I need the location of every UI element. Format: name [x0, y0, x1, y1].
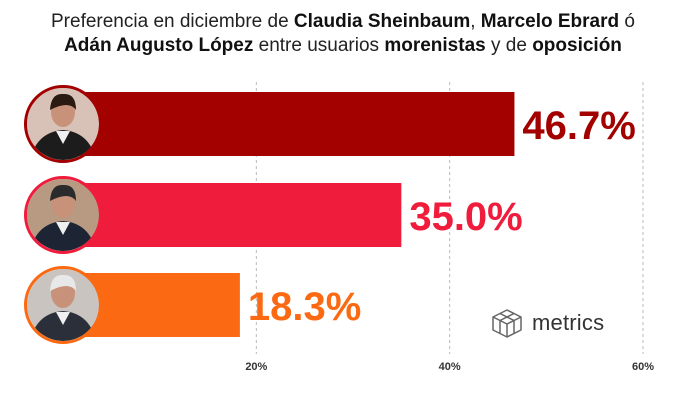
bar-value-label: 46.7%: [522, 104, 635, 148]
avatar-ring: [24, 176, 102, 254]
x-tick-label: 60%: [632, 361, 654, 373]
title-line: Adán Augusto López entre usuarios moreni…: [0, 34, 686, 58]
title-emphasis: morenistas: [384, 35, 486, 56]
title-text: y de: [485, 35, 533, 56]
avatar-shirt: [56, 312, 70, 325]
title-emphasis: Claudia Sheinbaum: [293, 11, 471, 32]
brand-logo: metrics: [490, 308, 604, 338]
title-text: ó: [619, 11, 635, 32]
x-tick-label: 40%: [439, 361, 461, 373]
avatar-hair: [50, 274, 76, 291]
avatar-body: [29, 130, 97, 160]
avatar-hair: [50, 184, 76, 201]
bar: [63, 183, 402, 247]
title-emphasis: oposición: [532, 35, 622, 56]
avatar-ring: [24, 266, 102, 344]
title-emphasis: Marcelo Ebrard: [480, 11, 620, 32]
brand-name: metrics: [532, 310, 605, 335]
title-text: Preferencia en diciembre de: [51, 11, 294, 32]
title-text: ,: [470, 11, 481, 32]
chart-title: Preferencia en diciembre de Claudia Shei…: [0, 10, 686, 58]
bar-value-label: 35.0%: [409, 195, 522, 239]
title-emphasis: Adán Augusto López: [64, 35, 254, 56]
title-line: Preferencia en diciembre de Claudia Shei…: [0, 10, 686, 34]
title-text: entre usuarios: [253, 35, 385, 56]
bar: [63, 92, 515, 156]
avatar-shirt: [56, 131, 70, 144]
avatar-ring: [24, 85, 102, 163]
avatar-body: [29, 311, 97, 341]
avatar-body: [29, 221, 97, 251]
bar-value-label: 18.3%: [248, 285, 361, 329]
avatar-shirt: [56, 222, 70, 235]
lopez-portrait-icon: [27, 269, 99, 341]
avatar-hair: [50, 93, 76, 110]
cube-grid-icon: [492, 309, 522, 338]
x-tick-label: 20%: [245, 361, 267, 373]
ebrard-portrait-icon: [27, 179, 99, 251]
sheinbaum-portrait-icon: [27, 88, 99, 160]
